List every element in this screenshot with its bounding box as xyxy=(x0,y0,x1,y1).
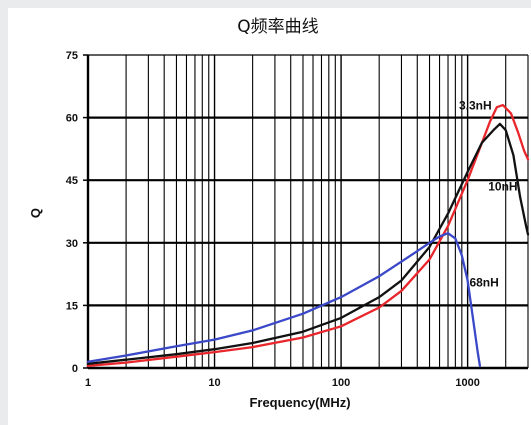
x-tick-label: 10 xyxy=(208,377,220,389)
y-tick-label: 45 xyxy=(66,175,78,187)
axis-frame xyxy=(83,54,528,370)
series-line-3.3nh xyxy=(86,103,530,368)
x-tick-label: 1000 xyxy=(455,377,479,389)
y-tick-label: 15 xyxy=(66,300,78,312)
x-tick-label: 1 xyxy=(85,377,91,389)
chart-panel xyxy=(8,8,531,425)
y-tick-label: 0 xyxy=(72,363,78,375)
y-tick-label: 60 xyxy=(66,113,78,125)
series-line-68nh xyxy=(86,232,482,368)
y-tick-label: 75 xyxy=(66,50,78,62)
x-tick-label: 100 xyxy=(332,377,350,389)
grid xyxy=(88,55,529,368)
chart-title: Q频率曲线 xyxy=(237,17,318,37)
series-label-68nh: 68nH xyxy=(469,276,498,290)
y-axis-label: Q xyxy=(28,208,43,218)
series-labels: 3.3nH 10nH 68nH xyxy=(459,98,518,289)
y-tick-label: 30 xyxy=(66,238,78,250)
series-label-3.3nh: 3.3nH xyxy=(459,98,492,112)
series-label-10nh: 10nH xyxy=(488,180,517,194)
x-axis-label: Frequency(MHz) xyxy=(249,395,350,410)
series-line-10nh xyxy=(86,122,530,365)
tick-labels: 1 10 100 1000 0 15 30 45 60 75 xyxy=(66,50,480,389)
series-layer xyxy=(86,103,530,368)
